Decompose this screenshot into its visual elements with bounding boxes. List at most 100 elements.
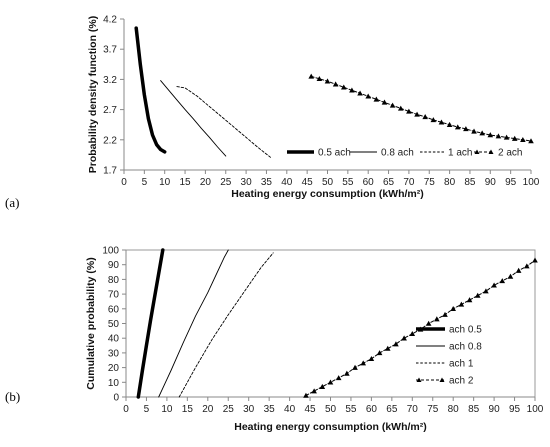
x-tick-label: 45	[304, 404, 316, 415]
data-point-marker	[487, 132, 494, 138]
x-ticks-a: 0 5 10 15 20 25 30 35 40 45 50 55 60 65 70 75 80 85 90 95 10…	[121, 170, 540, 188]
x-tick-label: 15	[182, 404, 194, 415]
series-line-ach-0_5	[136, 248, 165, 399]
data-point-marker	[340, 84, 347, 90]
legend-marker	[488, 149, 494, 154]
panel-a: 0 5 10 15 20 25 30 35 40 45 50 55 60 65 70 75 80 85 90 95 10…	[5, 15, 540, 211]
data-point-marker	[425, 320, 432, 326]
y-tick-label: 0	[113, 393, 119, 404]
y-tick-label: 4.2	[103, 15, 117, 26]
panel-label-b: (b)	[5, 389, 20, 404]
data-point-marker	[389, 102, 396, 108]
legend-label: 2 ach	[498, 148, 522, 159]
x-tick-label: 50	[322, 177, 334, 188]
data-point-marker	[503, 134, 510, 140]
data-point-marker	[376, 350, 383, 356]
data-point-marker	[507, 273, 514, 279]
x-tick-label: 90	[489, 404, 501, 415]
legend-marker	[474, 149, 480, 154]
x-tick-label: 65	[383, 177, 395, 188]
series-group-a	[134, 26, 534, 158]
x-tick-label: 20	[202, 404, 214, 415]
y-tick-label: 3.2	[103, 75, 117, 86]
data-point-marker	[414, 111, 420, 117]
y-tick-label: 40	[108, 334, 120, 345]
data-point-marker	[397, 105, 404, 111]
data-point-marker	[406, 108, 412, 114]
y-tick-label: 2.7	[103, 105, 117, 116]
data-point-marker	[349, 87, 355, 93]
data-point-marker	[352, 364, 358, 370]
data-point-marker	[450, 306, 456, 312]
x-tick-label: 85	[464, 177, 476, 188]
data-point-marker	[532, 257, 538, 263]
y-ticks-a: 1.7 2.2 2.7 3.2 3.7 4.2	[103, 15, 124, 177]
data-point-marker	[520, 137, 526, 143]
legend-label: 1 ach	[448, 148, 472, 159]
x-tick-label: 95	[509, 404, 521, 415]
data-point-marker	[303, 392, 309, 398]
x-tick-label: 0	[121, 177, 127, 188]
data-point-marker	[327, 379, 334, 385]
legend-label: ach 2	[449, 376, 474, 387]
y-tick-label: 60	[108, 304, 120, 315]
x-tick-label: 30	[241, 177, 253, 188]
x-tick-label: 5	[142, 177, 148, 188]
data-point-marker	[446, 121, 453, 127]
x-tick-label: 60	[363, 177, 375, 188]
x-tick-label: 10	[159, 177, 171, 188]
series-line-ach-1	[178, 252, 274, 398]
data-point-marker	[524, 263, 530, 269]
data-point-marker	[381, 99, 388, 105]
y-tick-label: 50	[108, 319, 120, 330]
data-point-marker	[434, 316, 440, 322]
data-point-marker	[471, 128, 477, 134]
data-point-marker	[324, 78, 331, 84]
x-ticks-b: 0 5 10 15 20 25 30 35 40 45 50 55 60 65 70 75 80 85 90 95 10…	[123, 397, 544, 415]
data-point-marker	[528, 138, 534, 144]
series-line-ach-0_8	[158, 249, 229, 398]
x-tick-label: 55	[342, 177, 354, 188]
x-tick-label: 80	[448, 404, 460, 415]
x-tick-label: 25	[223, 404, 235, 415]
series-line-0_8-ach	[160, 80, 227, 157]
y-tick-label: 2.2	[103, 135, 117, 146]
x-tick-label: 85	[468, 404, 480, 415]
panel-label-a: (a)	[5, 195, 19, 210]
data-point-marker	[466, 297, 473, 303]
data-point-marker	[495, 133, 502, 139]
x-tick-label: 80	[444, 177, 456, 188]
data-point-marker	[373, 96, 380, 102]
y-tick-label: 20	[108, 363, 120, 374]
x-tick-label: 95	[505, 177, 517, 188]
x-tick-label: 35	[264, 404, 276, 415]
x-tick-label: 40	[281, 177, 293, 188]
x-axis-title-a: Heating energy consumption (kWh/m²)	[231, 188, 424, 200]
data-point-marker	[384, 345, 391, 351]
y-tick-label: 30	[108, 348, 120, 359]
data-point-marker	[316, 75, 323, 82]
data-point-marker	[332, 81, 339, 87]
y-tick-label: 100	[102, 246, 119, 257]
legend-label: ach 0.8	[449, 342, 482, 353]
x-axis-title-b: Heating energy consumption (kWh/m²)	[234, 421, 427, 433]
data-point-marker	[335, 375, 342, 381]
data-point-marker	[430, 117, 437, 123]
x-tick-label: 75	[427, 404, 439, 415]
y-tick-label: 3.7	[103, 45, 117, 56]
legend-a: 0.5 ach 0.8 ach 1 ach 2 ach	[287, 148, 522, 159]
series-line-0_5-ach	[134, 26, 167, 154]
data-point-marker	[409, 330, 416, 337]
x-tick-label: 100	[523, 177, 540, 188]
y-axis-title-b: Cumulative probability (%)	[85, 257, 97, 389]
x-tick-label: 70	[407, 404, 419, 415]
data-point-marker	[357, 90, 363, 96]
x-tick-label: 45	[302, 177, 314, 188]
y-tick-label: 70	[108, 290, 120, 301]
x-tick-label: 75	[424, 177, 436, 188]
x-tick-label: 65	[386, 404, 398, 415]
data-point-marker	[499, 278, 506, 284]
y-tick-label: 1.7	[103, 166, 117, 177]
x-tick-label: 70	[403, 177, 415, 188]
